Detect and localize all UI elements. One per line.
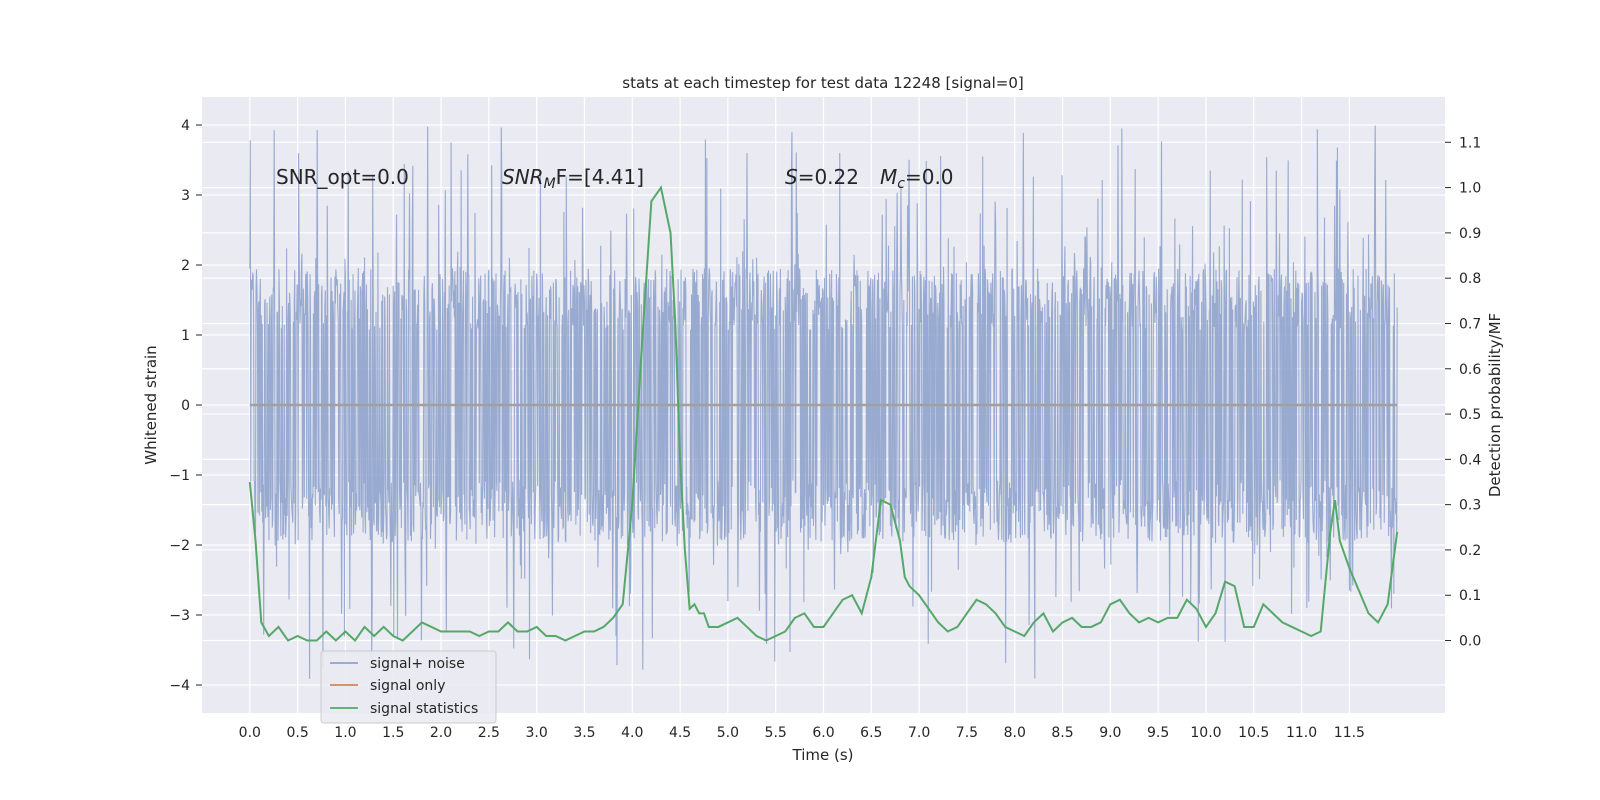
annotation-snr-mf: SNRMF=[4.41] [502,165,644,192]
x-tick-label: 3.5 [573,725,595,741]
y-tick-label: −3 [169,608,190,624]
y2-tick-label: 0.0 [1459,634,1481,650]
legend-label-signal-only: signal only [370,678,445,694]
y-tick-label: 0 [181,398,190,414]
annotation-mc-rest: =0.0 [905,165,954,189]
x-tick-label: 3.0 [526,725,548,741]
y-tick-label: 3 [181,188,190,204]
y-tick-label: 1 [181,328,190,344]
x-tick-label: 10.0 [1190,725,1221,741]
annotation-snr-mf-sub: M [544,176,556,192]
y2-tick-label: 0.4 [1459,452,1481,468]
x-tick-label: 11.0 [1286,725,1317,741]
x-tick-label: 0.0 [239,725,261,741]
series-signal-statistics [248,185,1399,643]
annotation-mc-sub: c [897,176,905,192]
x-tick-label: 5.0 [717,725,739,741]
signal-noise-line [249,125,1398,680]
y2-tick-label: 0.8 [1459,271,1481,287]
y2-tick-label: 0.5 [1459,407,1481,423]
signal-statistics-line [248,185,1399,643]
annotation-mc-main: M [880,165,897,189]
legend-label-signal-noise: signal+ noise [370,656,465,672]
y2-tick-label: 0.6 [1459,362,1481,378]
x-tick-label: 11.5 [1334,725,1365,741]
series-signal-noise [249,125,1398,680]
x-tick-label: 10.5 [1238,725,1269,741]
y2-tick-label: 0.9 [1459,226,1481,242]
y2-axis-label: Detection probability/MF [1486,313,1504,497]
x-tick-label: 9.5 [1147,725,1169,741]
x-tick-label: 6.5 [860,725,882,741]
annotation-s: S=0.22 [785,165,859,189]
x-tick-label: 2.0 [430,725,452,741]
x-axis-label: Time (s) [792,746,854,764]
x-tick-label: 8.5 [1051,725,1073,741]
x-tick-label: 7.5 [956,725,978,741]
y-tick-label: 4 [181,118,190,134]
y-tick-label: −4 [169,678,190,694]
y2-tick-label: 0.1 [1459,588,1481,604]
x-tick-label: 8.0 [1004,725,1026,741]
legend: signal+ noise signal only signal statist… [320,650,497,724]
x-tick-label: 7.0 [908,725,930,741]
x-tick-label: 1.5 [382,725,404,741]
y2-tick-label: 1.1 [1459,135,1481,151]
annotation-snr-mf-main: SNR [502,165,544,189]
ticks: 0.0 0.5 1.0 1.5 2.0 2.5 3.0 3.5 4.0 4.5 5.0 5.5 6.0 6… [169,118,1481,741]
annotation-snr-opt: SNR_opt=0.0 [276,165,409,189]
x-tick-label: 5.5 [765,725,787,741]
legend-label-signal-statistics: signal statistics [370,701,478,717]
x-tick-label: 1.0 [334,725,356,741]
annotation-snr-mf-rest: F=[4.41] [556,165,644,189]
x-tick-label: 9.0 [1099,725,1121,741]
annotation-s-rest: =0.22 [798,165,859,189]
y-tick-label: 2 [181,258,190,274]
y-tick-label: −1 [169,468,190,484]
x-tick-label: 4.5 [669,725,691,741]
y2-tick-label: 0.7 [1459,316,1481,332]
x-tick-label: 0.5 [286,725,308,741]
annotation-s-main: S [785,165,798,189]
annotation-mc: Mc=0.0 [880,165,954,192]
y2-tick-label: 0.3 [1459,498,1481,514]
chart-title: stats at each timestep for test data 122… [622,74,1023,92]
x-tick-label: 6.0 [812,725,834,741]
legend-box [320,650,497,724]
y-axis-label: Whitened strain [142,345,160,464]
y2-tick-label: 1.0 [1459,181,1481,197]
x-tick-label: 2.5 [478,725,500,741]
x-tick-label: 4.0 [621,725,643,741]
y-tick-label: −2 [169,538,190,554]
y2-tick-label: 0.2 [1459,543,1481,559]
